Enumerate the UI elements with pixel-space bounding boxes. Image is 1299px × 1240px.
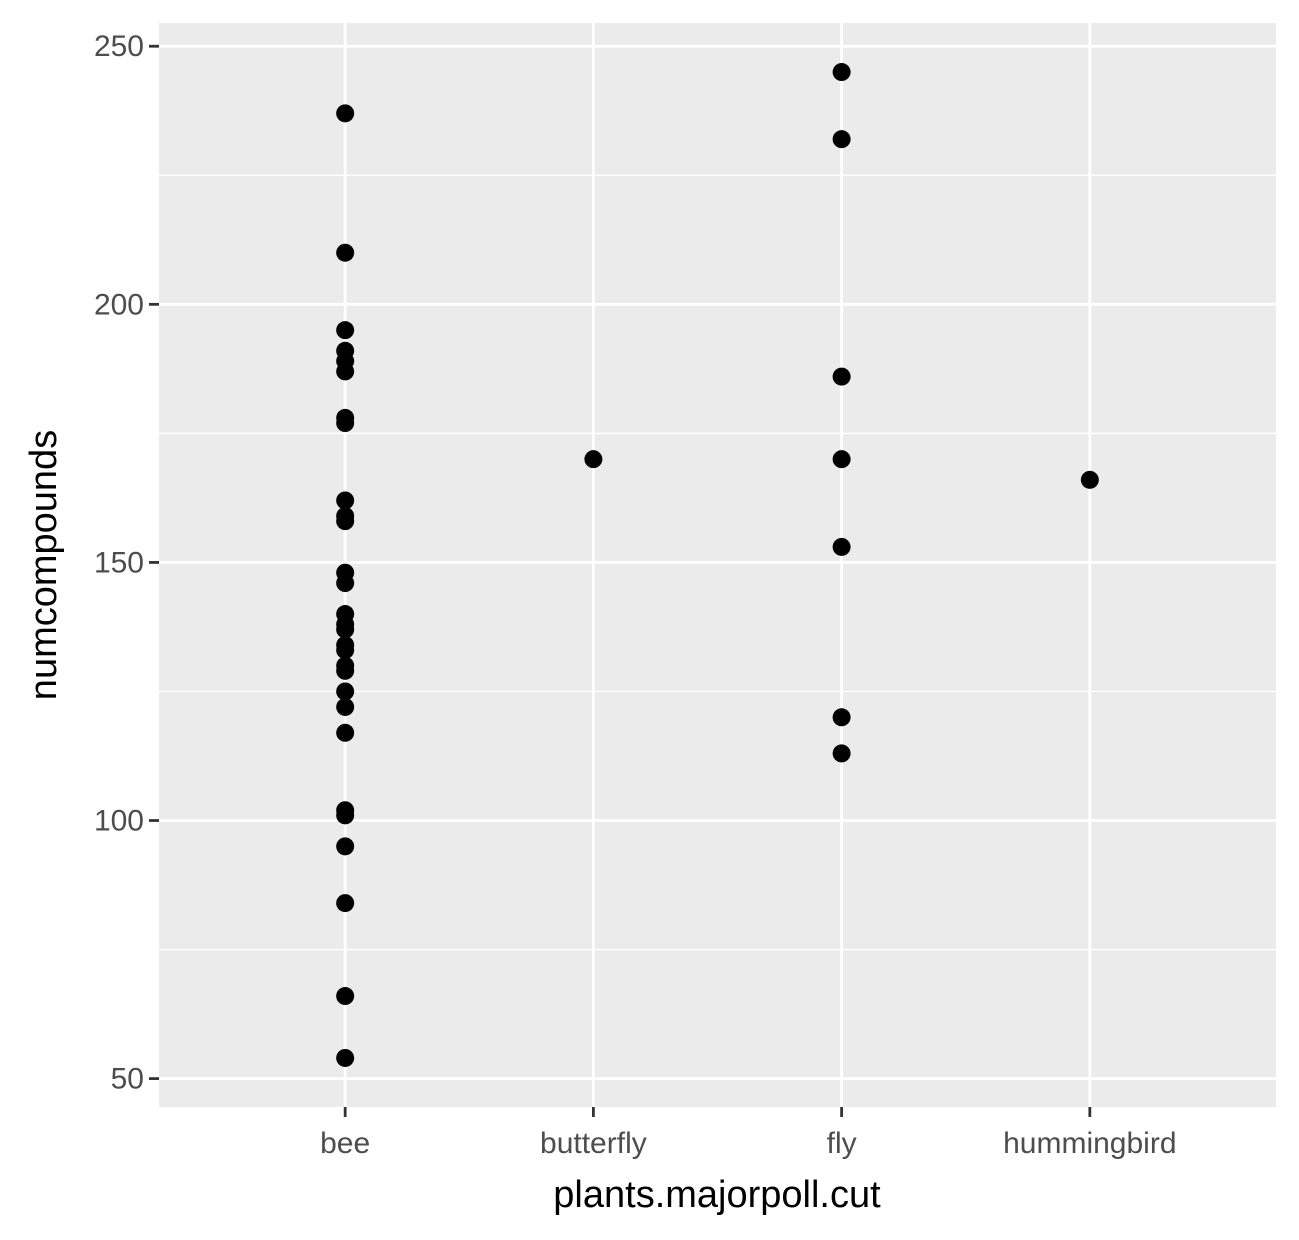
data-point [336, 894, 355, 913]
data-point [336, 243, 355, 262]
x-axis: bee butterfly fly hummingbird [320, 1107, 1177, 1160]
data-point [832, 708, 851, 727]
data-point [832, 450, 851, 469]
data-point [336, 723, 355, 742]
y-tick-label: 200 [94, 288, 144, 321]
data-point [584, 450, 603, 469]
data-point [336, 987, 355, 1006]
data-point [832, 130, 851, 149]
data-point [336, 806, 355, 825]
y-tick-label: 250 [94, 30, 144, 63]
data-points [336, 63, 1099, 1067]
x-tick-label: fly [827, 1127, 857, 1160]
y-tick-label: 50 [111, 1063, 144, 1096]
data-point [832, 63, 851, 82]
x-tick-label: hummingbird [1003, 1127, 1176, 1160]
x-tick-label: butterfly [540, 1127, 647, 1160]
data-point [336, 661, 355, 680]
data-point [336, 321, 355, 340]
x-axis-title: plants.majorpoll.cut [553, 1174, 881, 1216]
data-point [832, 367, 851, 386]
y-tick-label: 150 [94, 546, 144, 579]
data-point [336, 414, 355, 433]
data-point [336, 837, 355, 856]
data-point [832, 744, 851, 763]
x-tick-label: bee [320, 1127, 370, 1160]
data-point [336, 1048, 355, 1067]
data-point [1080, 470, 1099, 489]
data-point [336, 104, 355, 123]
plot-panel [159, 23, 1276, 1107]
y-axis-title: numcompounds [23, 430, 65, 700]
data-point [336, 620, 355, 639]
y-axis: 50 100 150 200 250 [94, 30, 159, 1096]
data-point [336, 641, 355, 660]
data-point [832, 537, 851, 556]
data-point [336, 491, 355, 510]
data-point [336, 682, 355, 701]
data-point [336, 574, 355, 593]
data-point [336, 362, 355, 381]
data-point [336, 697, 355, 716]
data-point [336, 512, 355, 531]
y-tick-label: 100 [94, 805, 144, 838]
